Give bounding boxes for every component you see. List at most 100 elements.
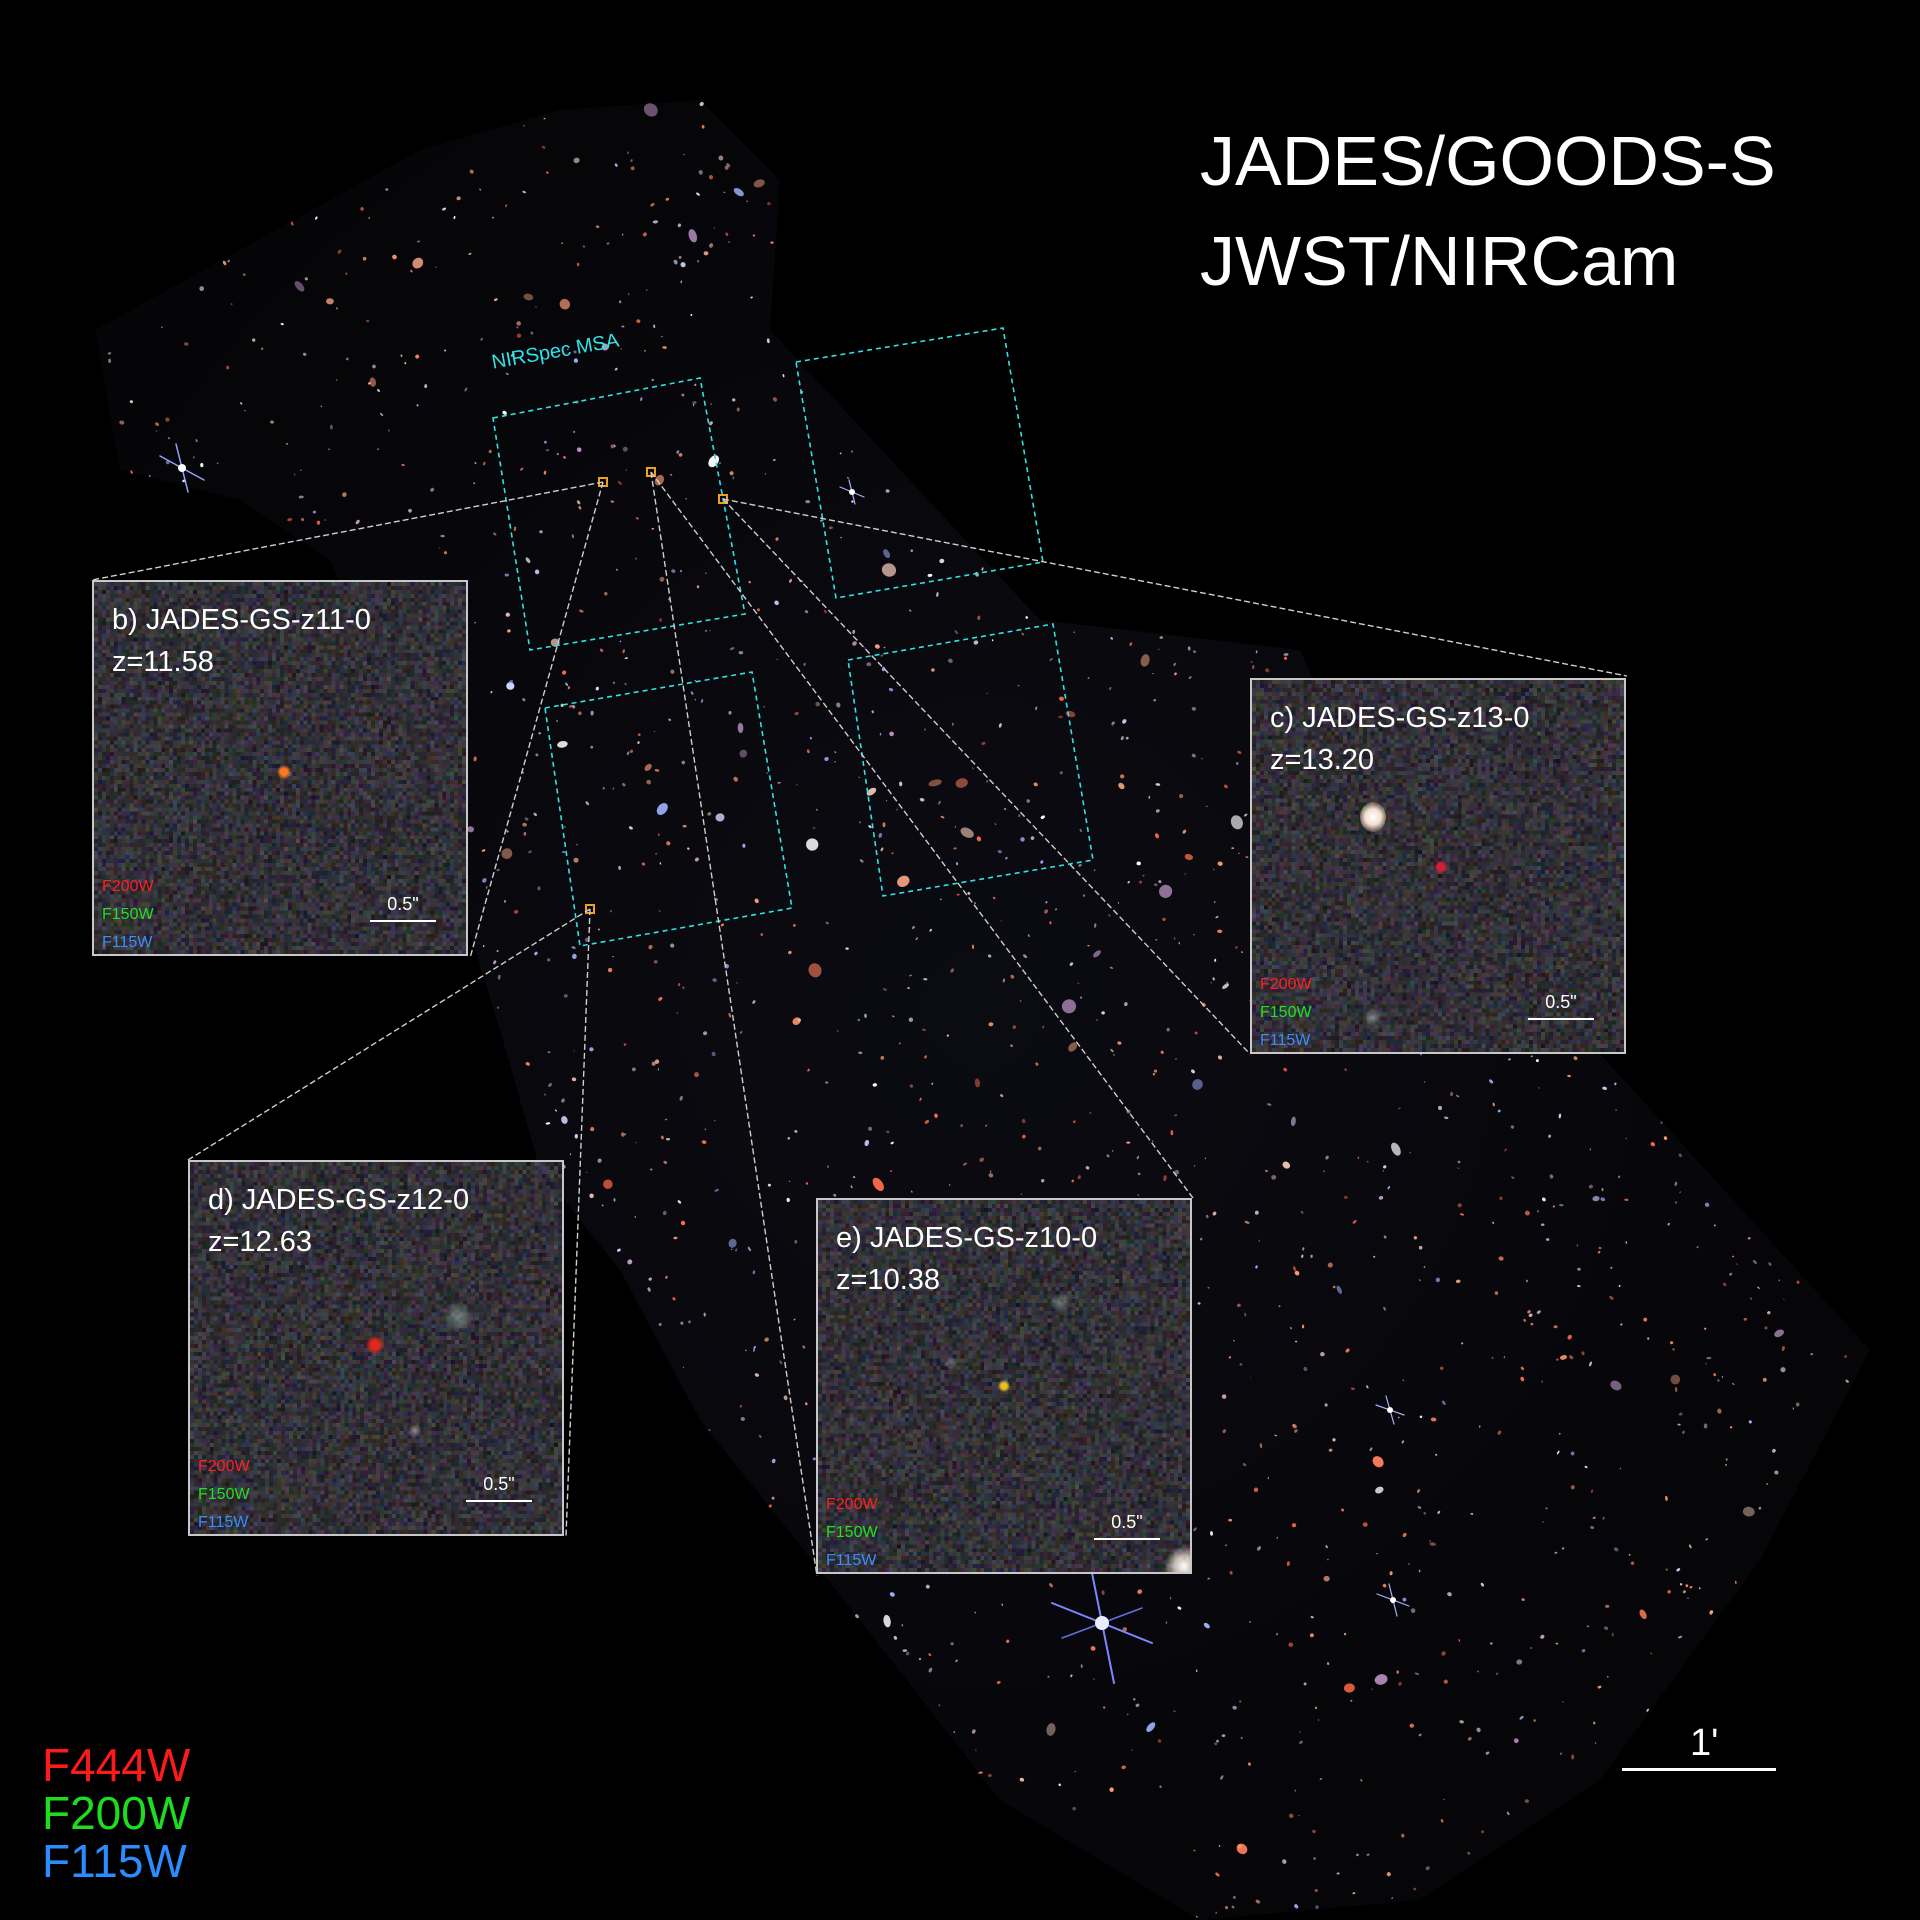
galaxy bbox=[525, 1062, 530, 1066]
galaxy bbox=[1541, 1380, 1544, 1383]
galaxy bbox=[1570, 1451, 1575, 1456]
galaxy bbox=[1177, 1606, 1182, 1610]
galaxy bbox=[853, 1176, 856, 1179]
galaxy bbox=[539, 530, 543, 534]
galaxy bbox=[858, 776, 861, 779]
galaxy bbox=[1559, 1203, 1564, 1207]
galaxy bbox=[298, 495, 304, 499]
galaxy bbox=[752, 234, 756, 237]
galaxy bbox=[1459, 1720, 1464, 1724]
galaxy bbox=[824, 756, 829, 762]
galaxy bbox=[613, 444, 616, 448]
galaxy bbox=[1591, 1489, 1593, 1493]
galaxy bbox=[866, 662, 872, 667]
galaxy bbox=[1018, 814, 1021, 818]
galaxy bbox=[497, 974, 501, 980]
galaxy bbox=[619, 640, 622, 643]
galaxy bbox=[972, 767, 974, 770]
galaxy bbox=[654, 474, 665, 486]
galaxy bbox=[658, 833, 660, 837]
galaxy bbox=[1457, 1167, 1460, 1169]
galaxy bbox=[1597, 1685, 1602, 1689]
galaxy bbox=[1212, 1211, 1217, 1216]
galaxy bbox=[1146, 1722, 1156, 1732]
galaxy bbox=[786, 1197, 790, 1203]
galaxy bbox=[1586, 1625, 1590, 1628]
galaxy bbox=[1440, 1819, 1444, 1823]
galaxy bbox=[335, 378, 338, 381]
galaxy bbox=[1040, 1178, 1045, 1183]
galaxy bbox=[626, 751, 630, 756]
galaxy bbox=[624, 1133, 627, 1136]
galaxy bbox=[1569, 1355, 1574, 1360]
galaxy bbox=[1309, 1633, 1314, 1638]
inset-redshift-c: z=13.20 bbox=[1270, 744, 1375, 776]
galaxy bbox=[1540, 1634, 1545, 1639]
galaxy bbox=[576, 500, 581, 505]
galaxy bbox=[1508, 1058, 1511, 1061]
galaxy bbox=[915, 937, 919, 941]
galaxy bbox=[934, 1113, 938, 1118]
galaxy bbox=[649, 1168, 653, 1171]
galaxy bbox=[665, 197, 670, 201]
galaxy bbox=[523, 293, 534, 301]
galaxy bbox=[1089, 1111, 1092, 1114]
galaxy bbox=[1590, 1526, 1594, 1529]
galaxy bbox=[767, 202, 771, 206]
galaxy bbox=[1298, 1814, 1300, 1817]
galaxy bbox=[1101, 1590, 1105, 1595]
galaxy bbox=[1520, 1366, 1525, 1371]
galaxy bbox=[924, 1119, 930, 1124]
galaxy bbox=[1556, 1358, 1559, 1361]
galaxy bbox=[1250, 661, 1253, 663]
galaxy bbox=[787, 1137, 791, 1140]
galaxy bbox=[1503, 1356, 1505, 1359]
galaxy bbox=[301, 517, 305, 522]
galaxy bbox=[687, 847, 690, 850]
galaxy bbox=[576, 447, 582, 453]
galaxy bbox=[1344, 1068, 1347, 1072]
galaxy bbox=[803, 662, 806, 666]
galaxy bbox=[525, 557, 531, 564]
galaxy bbox=[709, 243, 714, 248]
galaxy bbox=[606, 242, 610, 245]
galaxy bbox=[1319, 1777, 1323, 1781]
galaxy bbox=[108, 358, 112, 363]
galaxy bbox=[676, 1011, 678, 1014]
galaxy bbox=[1752, 1260, 1757, 1264]
galaxy bbox=[738, 651, 744, 655]
galaxy bbox=[1713, 1373, 1717, 1377]
galaxy bbox=[782, 374, 785, 378]
galaxy bbox=[1357, 1156, 1360, 1159]
galaxy bbox=[1674, 1181, 1678, 1187]
galaxy bbox=[294, 281, 305, 292]
galaxy bbox=[1506, 1811, 1510, 1816]
galaxy bbox=[737, 722, 744, 734]
galaxy bbox=[708, 175, 714, 180]
galaxy bbox=[612, 681, 615, 684]
galaxy bbox=[880, 654, 884, 657]
galaxy bbox=[412, 257, 424, 269]
galaxy bbox=[547, 1051, 551, 1054]
galaxy bbox=[1577, 1267, 1581, 1271]
galaxy bbox=[556, 719, 558, 723]
galaxy bbox=[971, 944, 975, 949]
galaxy bbox=[1002, 978, 1006, 983]
galaxy bbox=[1780, 1367, 1786, 1373]
galaxy bbox=[597, 1158, 602, 1163]
galaxy bbox=[227, 259, 230, 263]
galaxy bbox=[496, 868, 500, 872]
galaxy bbox=[1222, 1429, 1227, 1434]
galaxy bbox=[1148, 795, 1151, 799]
galaxy bbox=[653, 324, 656, 329]
galaxy bbox=[1155, 809, 1160, 813]
galaxy bbox=[1061, 999, 1077, 1014]
galaxy bbox=[573, 1049, 575, 1052]
galaxy bbox=[851, 500, 854, 503]
galaxy bbox=[1310, 1254, 1313, 1258]
galaxy bbox=[561, 1098, 565, 1103]
galaxy bbox=[1418, 1569, 1421, 1573]
galaxy bbox=[1774, 1329, 1784, 1338]
galaxy bbox=[1554, 1551, 1558, 1554]
galaxy bbox=[1255, 1899, 1261, 1904]
